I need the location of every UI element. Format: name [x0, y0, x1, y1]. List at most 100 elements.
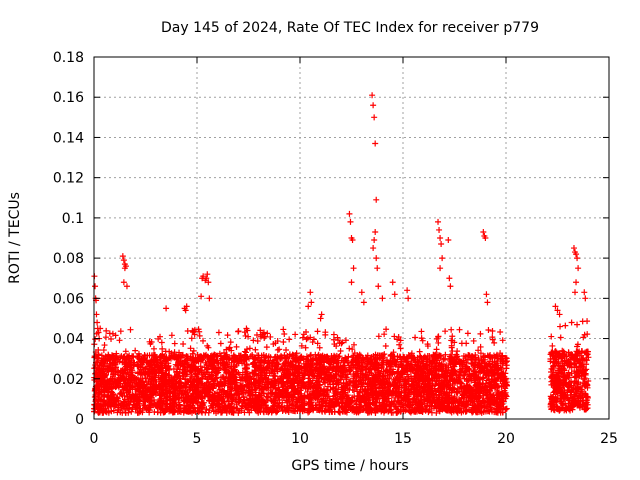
data-point-background	[424, 343, 431, 350]
data-point-background	[438, 379, 445, 386]
data-point-background	[361, 388, 368, 395]
data-point-background	[96, 386, 103, 393]
data-point-background	[436, 402, 443, 409]
data-point-background	[418, 392, 425, 399]
data-point-background	[219, 362, 226, 369]
data-point-background	[200, 337, 207, 344]
data-point-background	[239, 390, 246, 397]
data-point-background	[491, 339, 498, 346]
data-point-background	[107, 402, 114, 409]
data-point-background	[345, 362, 352, 369]
data-point-background	[342, 337, 349, 344]
data-point-background	[143, 405, 150, 412]
data-point-background	[279, 408, 286, 415]
data-point-background	[124, 393, 131, 400]
data-point-background	[423, 375, 430, 382]
data-point-background	[478, 400, 485, 407]
data-point-background	[457, 368, 464, 375]
data-point-background	[227, 339, 234, 346]
data-point-background	[372, 381, 379, 388]
data-point-background	[133, 405, 140, 412]
data-point-background	[274, 346, 281, 353]
data-point-background	[184, 328, 191, 335]
data-point-background	[486, 361, 493, 368]
data-point-background	[303, 336, 310, 343]
data-point-background	[415, 380, 422, 387]
data-point-background	[188, 335, 195, 342]
data-point-background	[149, 373, 156, 380]
data-point-background	[499, 337, 506, 344]
data-point-background	[104, 394, 111, 401]
data-point-background	[411, 396, 418, 403]
data-point-background	[430, 390, 437, 397]
data-point-background	[429, 371, 436, 378]
data-point-background	[269, 405, 276, 412]
data-point-background	[446, 353, 453, 360]
data-point-background	[249, 391, 256, 398]
data-point-background	[245, 333, 252, 340]
data-point-background	[330, 393, 337, 400]
data-point-background	[493, 409, 500, 416]
data-point-background	[358, 380, 365, 387]
data-point-background	[244, 378, 251, 385]
data-point-background	[478, 385, 485, 392]
data-point-background	[108, 361, 115, 368]
data-point-background	[120, 398, 127, 405]
data-point-background	[227, 391, 234, 398]
data-point-background	[102, 334, 109, 341]
data-point-background	[120, 369, 127, 376]
data-point-background	[215, 329, 222, 336]
data-point-background	[448, 337, 455, 344]
data-point-background	[343, 399, 350, 406]
data-point-background	[167, 406, 174, 413]
data-point-background	[213, 352, 220, 359]
data-point-background	[480, 381, 487, 388]
data-point-background	[304, 388, 311, 395]
data-point-background	[107, 388, 114, 395]
data-point-background	[296, 380, 303, 387]
data-point-background	[304, 360, 311, 367]
data-point-background	[269, 389, 276, 396]
data-point-background	[363, 391, 370, 398]
data-point-background	[470, 361, 477, 368]
data-point-background	[341, 387, 348, 394]
data-point-background	[401, 396, 408, 403]
data-point-background	[183, 394, 190, 401]
data-point-background	[99, 375, 106, 382]
data-point-background	[449, 348, 456, 355]
data-point-background	[403, 356, 410, 363]
data-point-background	[383, 326, 390, 333]
data-point-background	[449, 333, 456, 340]
data-point-background	[339, 388, 346, 395]
data-point-background	[387, 401, 394, 408]
data-point-background	[274, 368, 281, 375]
data-point-background	[405, 377, 412, 384]
data-point-background	[394, 380, 401, 387]
data-point-background	[192, 357, 199, 364]
data-point-background	[283, 347, 290, 354]
data-point-background	[286, 398, 293, 405]
data-point-background	[99, 368, 106, 375]
data-point-background	[202, 359, 209, 366]
data-point-background	[169, 409, 176, 416]
data-point-background	[214, 394, 221, 401]
data-point-background	[148, 398, 155, 405]
data-point-background	[306, 408, 313, 415]
data-point-background	[230, 367, 237, 374]
data-point-background	[448, 326, 455, 333]
data-point-background	[257, 327, 264, 334]
data-point-background	[226, 345, 233, 352]
data-point-background	[301, 394, 308, 401]
data-point-background	[369, 378, 376, 385]
data-point-background	[159, 345, 166, 352]
data-point-background	[225, 368, 232, 375]
data-point-background	[114, 409, 121, 416]
data-point-background	[485, 373, 492, 380]
data-point-background	[317, 371, 324, 378]
data-point-background	[318, 375, 325, 382]
data-point-background	[477, 350, 484, 357]
data-point-background	[303, 328, 310, 335]
data-point-background	[433, 409, 440, 416]
data-point-background	[91, 401, 98, 408]
